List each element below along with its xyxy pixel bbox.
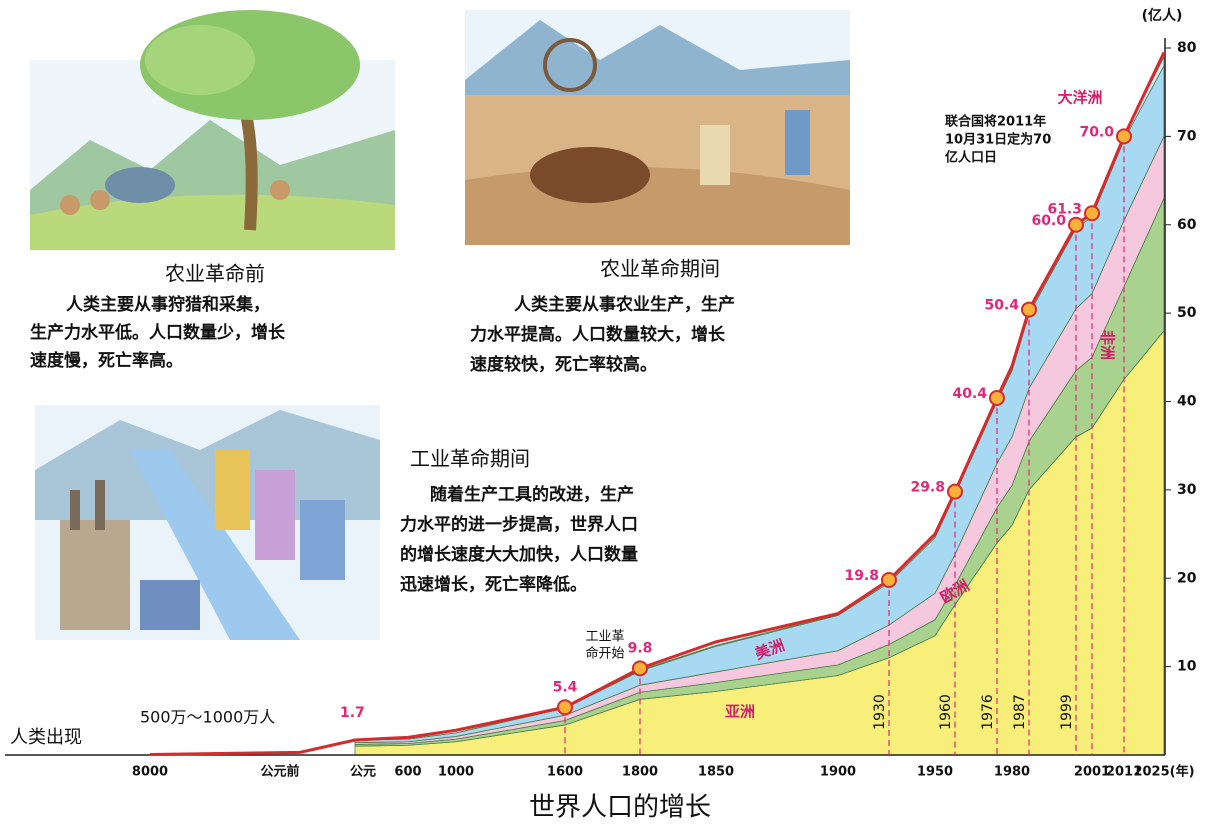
caption-line: 速度较快，死亡率较高。 [470,354,657,375]
series-label: 亚洲 [725,703,755,721]
caption-line: 力水平的进一步提高，世界人口 [400,514,638,535]
point-marker [989,389,1005,406]
x-tick-label: 公元 [350,765,376,780]
data-label: 60.0 [1031,213,1066,229]
x-tick-label: 1000 [438,765,474,780]
annotation: 命开始 [585,646,624,662]
y-tick-label: 20 [1177,570,1197,586]
y-tick-label: 30 [1177,482,1197,498]
data-label: 5.4 [553,679,578,695]
data-label: 40.4 [952,386,987,402]
caption-line: 人类主要从事农业生产，生产 [514,294,735,315]
annotation: 亿人口日 [945,150,997,166]
caption-line: 人类主要从事狩猎和采集， [66,294,270,315]
y-unit: (亿人) [1142,7,1183,24]
point-marker [557,699,573,716]
y-tick-label: 40 [1177,394,1197,410]
annotation: 联合国将2011年 [945,114,1046,130]
caption-line: 迅速增长，死亡率降低。 [400,574,587,595]
data-label: 1.7 [340,705,365,721]
annotation: 500万～1000万人 [140,708,275,727]
y-tick-label: 70 [1177,128,1197,144]
data-label: 61.3 [1047,201,1082,217]
x-tick-label: 600 [394,765,421,780]
x-tick-label: 1987 [1012,694,1028,730]
plot: 10 20 30 40 50 60 70 80 8000 公元前 公元 600 1000 1600 1800… [5,38,1197,780]
point-marker [1021,301,1037,318]
annotation: 人类出现 [10,727,82,748]
x-tick-label: 1950 [917,765,953,780]
x-tick-label: 1930 [872,694,888,730]
x-tick-label: 1800 [622,765,658,780]
point-marker [947,483,963,500]
x-tick-label: 1976 [980,694,996,730]
annotation: 10月31日定为70 [945,132,1051,148]
data-label: 50.4 [984,298,1019,314]
x-tick-label: 1600 [547,765,583,780]
caption-line: 的增长速度大大加快，人口数量 [400,544,638,565]
data-label: 9.8 [628,640,653,656]
y-tick-label: 50 [1177,305,1197,321]
point-marker [1084,205,1100,222]
illustration-farming [465,10,850,245]
caption-heading: 农业革命前 [165,262,265,286]
series-label: 大洋洲 [1057,89,1102,107]
y-tick-label: 80 [1177,40,1197,56]
x-tick-label: 1980 [994,765,1030,780]
x-tick-label: 2025(年) [1133,764,1194,780]
area [354,56,1165,741]
x-tick-label: 1900 [820,765,856,780]
x-tick-label: 2001 [1074,765,1110,780]
illustration-hunting [30,10,395,250]
data-label: 29.8 [910,480,945,496]
annotation: 工业革 [585,630,624,645]
series-label: 非洲 [1099,330,1117,360]
y-tick-label: 10 [1177,659,1197,675]
y-tick-label: 60 [1177,217,1197,233]
point-marker [1116,128,1132,145]
x-tick-label: 1999 [1059,694,1075,730]
data-label: 70.0 [1079,124,1114,140]
x-tick-label: 2011 [1106,765,1142,780]
caption-line: 速度慢，死亡率高。 [30,350,183,371]
caption-line: 随着生产工具的改进，生产 [430,484,634,505]
caption-heading: 农业革命期间 [600,257,720,281]
point-marker [881,572,897,589]
point-marker [632,660,648,677]
caption-line: 生产力水平低。人口数量少，增长 [30,322,286,343]
caption-heading: 工业革命期间 [410,447,530,471]
x-tick-label: 1850 [698,765,734,780]
illustration-industry [35,405,380,640]
chart-title: 世界人口的增长 [529,793,711,823]
x-tick-label: 8000 [132,765,168,780]
caption-line: 力水平提高。人口数量较大，增长 [470,324,726,345]
x-tick-label: 1960 [938,694,954,730]
data-label: 19.8 [844,568,879,584]
x-tick-label: 公元前 [260,764,299,780]
point-marker [1068,216,1084,233]
